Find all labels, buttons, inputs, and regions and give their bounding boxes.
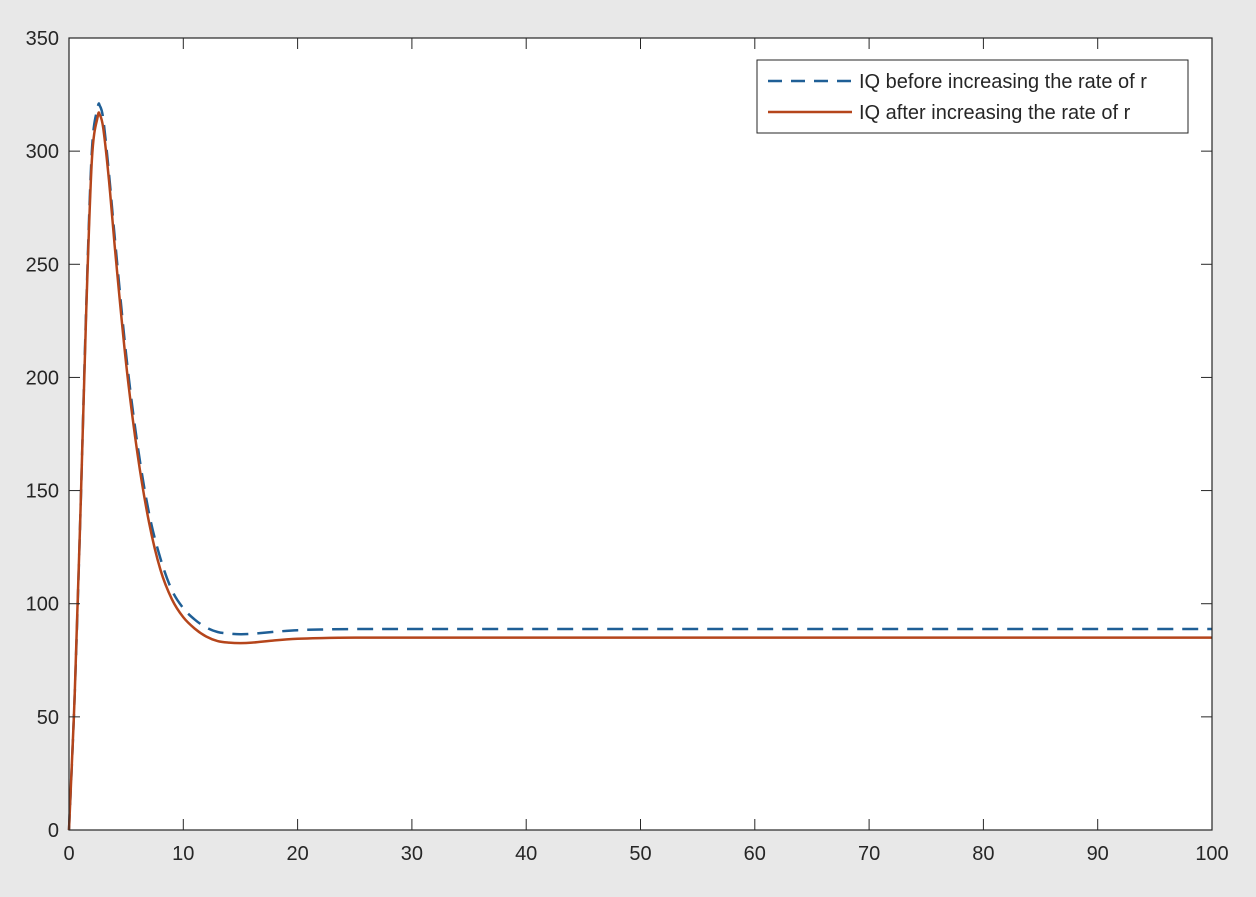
x-tick-label: 100 xyxy=(1195,843,1228,865)
x-tick-label: 10 xyxy=(172,843,194,865)
y-tick-label: 150 xyxy=(26,481,59,503)
legend-label-before: IQ before increasing the rate of r xyxy=(859,71,1147,93)
series-layer xyxy=(67,102,1212,831)
legend-label-after: IQ after increasing the rate of r xyxy=(859,102,1131,124)
y-tick-label: 350 xyxy=(26,28,59,50)
x-tick-label: 80 xyxy=(972,843,994,865)
x-tick-label: 60 xyxy=(744,843,766,865)
y-tick-label: 50 xyxy=(37,707,59,729)
tick-label-layer: 0 10 20 30 40 50 60 70 80 90 100 0 50 100 150 200 250 300… xyxy=(26,28,1229,865)
x-tick-label: 70 xyxy=(858,843,880,865)
legend-box xyxy=(756,59,1189,134)
y-tick-label: 200 xyxy=(26,367,59,389)
y-tick-label: 250 xyxy=(26,254,59,276)
x-tick-label: 40 xyxy=(515,843,537,865)
x-tick-label: 90 xyxy=(1087,843,1109,865)
plot-area xyxy=(69,38,1212,830)
series-line-after xyxy=(67,111,1212,831)
x-tick-label: 20 xyxy=(286,843,308,865)
y-tick-label: 100 xyxy=(26,594,59,616)
y-tick-label: 300 xyxy=(26,141,59,163)
x-tick-label: 50 xyxy=(629,843,651,865)
y-tick-label: 0 xyxy=(48,820,59,842)
tick-layer xyxy=(68,37,1213,831)
x-tick-label: 30 xyxy=(401,843,423,865)
legend: IQ before increasing the rate of r IQ af… xyxy=(756,59,1189,134)
x-tick-label: 0 xyxy=(63,843,74,865)
